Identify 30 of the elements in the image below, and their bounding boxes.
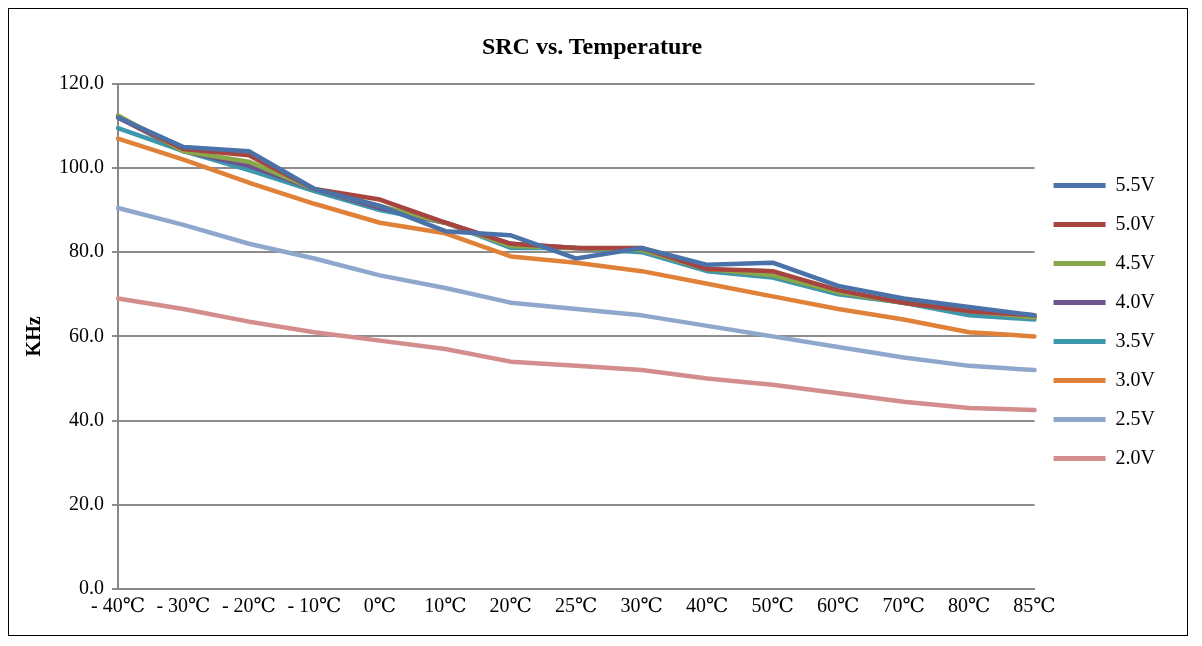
x-tick-label: 70℃ — [882, 594, 925, 617]
y-tick-label: 40.0 — [69, 407, 104, 430]
legend-label: 5.5V — [1115, 172, 1156, 195]
y-tick-label: 120.0 — [59, 71, 104, 94]
x-tick-label: - 20℃ — [221, 594, 276, 617]
x-tick-label: - 30℃ — [156, 594, 211, 617]
y-tick-label: 20.0 — [69, 492, 104, 515]
x-tick-label: 0℃ — [363, 594, 397, 617]
x-tick-label: 80℃ — [947, 594, 991, 617]
x-tick-label: 30℃ — [620, 594, 663, 617]
legend-label: 3.0V — [1115, 367, 1156, 390]
legend-label: 4.0V — [1115, 289, 1156, 312]
legend-label: 3.5V — [1115, 328, 1156, 351]
x-tick-label: - 10℃ — [287, 594, 342, 617]
y-tick-label: 80.0 — [69, 239, 104, 262]
y-tick-label: 60.0 — [69, 323, 104, 346]
x-tick-label: 50℃ — [751, 594, 794, 617]
x-tick-label: 20℃ — [489, 594, 532, 617]
chart-title: SRC vs. Temperature — [481, 32, 703, 59]
legend-label: 2.0V — [1115, 445, 1156, 468]
legend-label: 2.5V — [1115, 406, 1156, 429]
x-tick-label: 25℃ — [555, 594, 598, 617]
legend-label: 4.5V — [1115, 250, 1156, 273]
legend-label: 5.0V — [1115, 211, 1156, 234]
x-tick-label: 60℃ — [816, 594, 860, 617]
x-tick-label: 85℃ — [1013, 594, 1056, 617]
y-tick-label: 100.0 — [59, 155, 104, 178]
y-axis-title: KHz — [22, 316, 45, 357]
x-tick-label: 40℃ — [686, 594, 729, 617]
x-tick-label: 10℃ — [424, 594, 467, 617]
